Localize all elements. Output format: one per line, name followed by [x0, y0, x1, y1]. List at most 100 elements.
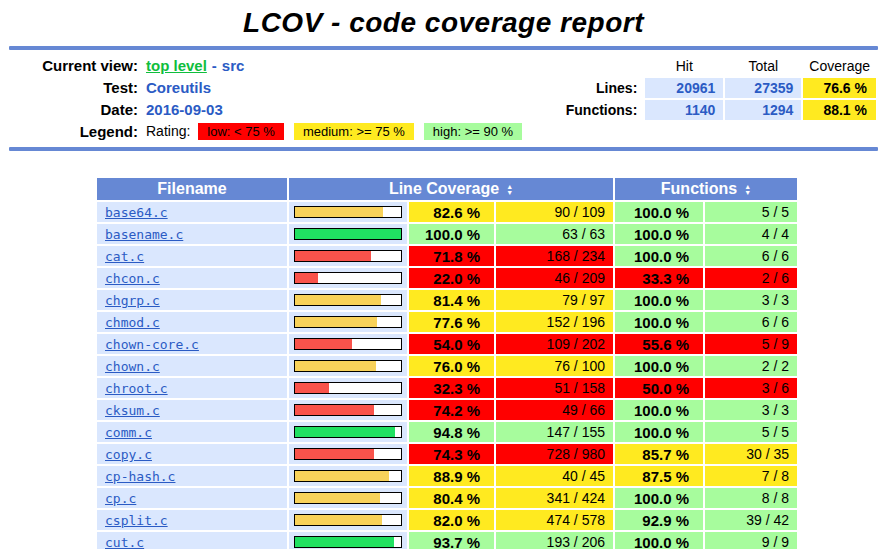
file-link[interactable]: cat.c [105, 249, 144, 264]
coverage-bar-fill [295, 449, 374, 459]
coverage-bar-cell [289, 356, 407, 376]
line-coverage-pct: 81.4 % [409, 290, 494, 310]
line-coverage-pct: 80.4 % [409, 488, 494, 508]
coverage-bar-cell [289, 422, 407, 442]
top-level-link[interactable]: top level [146, 57, 207, 74]
table-row: cat.c 71.8 % 168 / 234 100.0 % 6 / 6 [97, 246, 797, 266]
table-row: chown-core.c 54.0 % 109 / 202 55.6 % 5 /… [97, 334, 797, 354]
filename-cell: cksum.c [97, 400, 287, 420]
legend-chip-high: high: >= 90 % [424, 123, 522, 140]
table-row: cksum.c 74.2 % 49 / 66 100.0 % 3 / 3 [97, 400, 797, 420]
legend-chip-low: low: < 75 % [198, 123, 284, 140]
lines-label: Lines: [566, 78, 644, 98]
functions-label: Functions: [566, 100, 644, 120]
functions-ratio: 3 / 3 [705, 290, 797, 310]
table-row: cut.c 93.7 % 193 / 206 100.0 % 9 / 9 [97, 532, 797, 549]
file-link[interactable]: copy.c [105, 447, 152, 462]
coverage-bar-cell [289, 290, 407, 310]
file-link[interactable]: cp-hash.c [105, 469, 175, 484]
line-coverage-ratio: 76 / 100 [496, 356, 613, 376]
coverage-bar-fill [295, 251, 371, 261]
file-link[interactable]: chroot.c [105, 381, 168, 396]
functions-pct: 100.0 % [615, 312, 703, 332]
file-link[interactable]: basename.c [105, 227, 183, 242]
coverage-bar-fill [295, 471, 389, 481]
line-coverage-pct: 74.3 % [409, 444, 494, 464]
coverage-bar-cell [289, 532, 407, 549]
functions-pct: 100.0 % [615, 246, 703, 266]
table-row: cp-hash.c 88.9 % 40 / 45 87.5 % 7 / 8 [97, 466, 797, 486]
line-coverage-ratio: 168 / 234 [496, 246, 613, 266]
line-coverage-ratio: 109 / 202 [496, 334, 613, 354]
breadcrumb-separator: - [212, 57, 217, 74]
filename-cell: cp.c [97, 488, 287, 508]
filename-cell: csplit.c [97, 510, 287, 530]
file-link[interactable]: base64.c [105, 205, 168, 220]
line-coverage-ratio: 728 / 980 [496, 444, 613, 464]
coverage-column-header: Coverage [803, 56, 876, 76]
line-coverage-pct: 54.0 % [409, 334, 494, 354]
functions-column-header: Functions▲▼ [615, 178, 797, 200]
line-coverage-pct: 82.6 % [409, 202, 494, 222]
file-link[interactable]: cp.c [105, 491, 136, 506]
file-link[interactable]: chown.c [105, 359, 160, 374]
line-coverage-pct: 82.0 % [409, 510, 494, 530]
file-link[interactable]: comm.c [105, 425, 152, 440]
line-coverage-ratio: 63 / 63 [496, 224, 613, 244]
coverage-bar-cell [289, 488, 407, 508]
table-row: copy.c 74.3 % 728 / 980 85.7 % 30 / 35 [97, 444, 797, 464]
functions-ratio: 2 / 6 [705, 268, 797, 288]
rating-label: Rating: [146, 123, 190, 139]
functions-pct: 33.3 % [615, 268, 703, 288]
totals-table: Hit Total Coverage Lines: 20961 27359 76… [564, 54, 878, 142]
file-link[interactable]: chgrp.c [105, 293, 160, 308]
functions-pct: 87.5 % [615, 466, 703, 486]
functions-ratio: 5 / 5 [705, 202, 797, 222]
coverage-bar-cell [289, 466, 407, 486]
functions-ratio: 9 / 9 [705, 532, 797, 549]
coverage-bar-cell [289, 224, 407, 244]
functions-ratio: 3 / 3 [705, 400, 797, 420]
functions-pct: 100.0 % [615, 224, 703, 244]
file-link[interactable]: chown-core.c [105, 337, 199, 352]
line-coverage-ratio: 51 / 158 [496, 378, 613, 398]
coverage-bar-fill [295, 537, 394, 547]
coverage-bar [294, 382, 402, 394]
test-label: Test: [8, 79, 138, 96]
coverage-bar [294, 426, 402, 438]
coverage-bar-cell [289, 378, 407, 398]
coverage-bar-fill [295, 493, 380, 503]
file-link[interactable]: chcon.c [105, 271, 160, 286]
table-row: chmod.c 77.6 % 152 / 196 100.0 % 6 / 6 [97, 312, 797, 332]
filename-cell: chcon.c [97, 268, 287, 288]
line-coverage-pct: 77.6 % [409, 312, 494, 332]
functions-pct: 100.0 % [615, 488, 703, 508]
filename-cell: cp-hash.c [97, 466, 287, 486]
line-coverage-pct: 93.7 % [409, 532, 494, 549]
filename-cell: basename.c [97, 224, 287, 244]
coverage-bar [294, 294, 402, 306]
file-link[interactable]: cut.c [105, 535, 144, 549]
date-value: 2016-09-03 [146, 101, 223, 118]
coverage-bar [294, 470, 402, 482]
file-link[interactable]: cksum.c [105, 403, 160, 418]
file-link[interactable]: chmod.c [105, 315, 160, 330]
sort-icon[interactable]: ▲▼ [744, 184, 751, 196]
line-coverage-ratio: 90 / 109 [496, 202, 613, 222]
coverage-bar-fill [295, 361, 376, 371]
line-coverage-pct: 100.0 % [409, 224, 494, 244]
table-row: base64.c 82.6 % 90 / 109 100.0 % 5 / 5 [97, 202, 797, 222]
functions-pct: 100.0 % [615, 356, 703, 376]
functions-ratio: 5 / 5 [705, 422, 797, 442]
coverage-bar-fill [295, 229, 401, 239]
page-title: LCOV - code coverage report [0, 0, 887, 39]
table-row: chgrp.c 81.4 % 79 / 97 100.0 % 3 / 3 [97, 290, 797, 310]
coverage-bar [294, 536, 402, 548]
coverage-bar [294, 228, 402, 240]
sort-icon[interactable]: ▲▼ [506, 184, 513, 196]
filename-cell: comm.c [97, 422, 287, 442]
line-coverage-pct: 71.8 % [409, 246, 494, 266]
filename-cell: chmod.c [97, 312, 287, 332]
line-coverage-ratio: 152 / 196 [496, 312, 613, 332]
file-link[interactable]: csplit.c [105, 513, 168, 528]
